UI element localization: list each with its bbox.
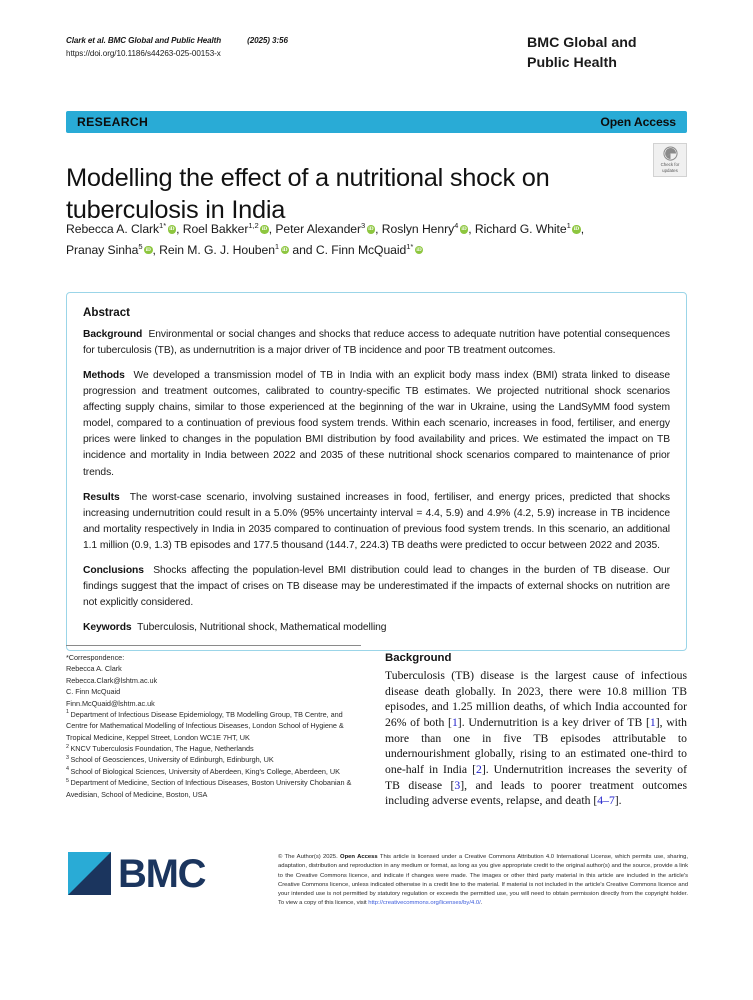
affiliation-item: 1 Department of Infectious Disease Epidem… — [66, 709, 363, 743]
running-head-authors: Clark et al. BMC Global and Public Healt… — [66, 36, 222, 45]
running-head-volume: (2025) 3:56 — [247, 36, 288, 45]
correspondence-line: Rebecca A. Clark — [66, 664, 122, 674]
affiliation-text: School of Geosciences, University of Edi… — [70, 755, 274, 765]
affiliation-number: 4 — [66, 766, 69, 773]
abstract-section-text: The worst-case scenario, involving susta… — [83, 491, 670, 551]
research-banner: RESEARCH Open Access — [66, 111, 687, 133]
affiliation-text: Department of Medicine, Section of Infec… — [66, 778, 352, 799]
abstract-section-text: Shocks affecting the population-level BM… — [83, 564, 671, 608]
doi-link[interactable]: https://doi.org/10.1186/s44263-025-00153… — [66, 49, 221, 58]
page-title: Modelling the effect of a nutritional sh… — [66, 164, 550, 225]
background-body: Tuberculosis (TB) disease is the largest… — [385, 669, 688, 808]
journal-title-line1: BMC Global and — [527, 35, 637, 51]
crossmark-label-line1: Check for — [660, 162, 680, 167]
journal-title: BMC Global and Public Health — [527, 33, 687, 73]
affiliation-text: KNCV Tuberculosis Foundation, The Hague,… — [70, 744, 254, 753]
bmc-logo-mark — [68, 852, 111, 895]
correspondence-line: C. Finn McQuaid — [66, 687, 121, 697]
abstract-section-label: Keywords — [83, 622, 132, 633]
abstract-section-label: Background — [83, 329, 143, 340]
bmc-logo-text: BMC — [118, 851, 207, 896]
abstract-sections: Background Environmental or social change… — [83, 327, 670, 636]
abstract-section: Methods We developed a transmission model… — [83, 368, 670, 480]
correspondence-block: *Correspondence: Rebecca A. Clark Rebecca… — [66, 652, 363, 800]
abstract-box: Abstract Background Environmental or soci… — [66, 292, 687, 652]
affiliation-item: 5 Department of Medicine, Section of Infe… — [66, 777, 363, 800]
abstract-heading: Abstract — [83, 306, 131, 319]
author-line-1: Rebecca A. Clark1*, Roel Bakker1,2, Pete… — [66, 219, 691, 240]
abstract-section-label: Methods — [83, 370, 125, 382]
abstract-section-text: Tuberculosis, Nutritional shock, Mathema… — [137, 622, 387, 633]
check-for-updates-badge[interactable]: Check for updates — [653, 143, 687, 177]
journal-title-line2: Public Health — [527, 55, 617, 72]
author-list: Rebecca A. Clark1*, Roel Bakker1,2, Pete… — [66, 219, 691, 261]
running-head-citation: Clark et al. BMC Global and Public Healt… — [66, 36, 466, 45]
open-access-label: Open Access — [600, 115, 676, 129]
article-type-label: RESEARCH — [77, 115, 149, 129]
abstract-section-text: Environmental or social changes and shoc… — [83, 329, 670, 357]
abstract-section: Background Environmental or social change… — [83, 327, 670, 359]
correspondence-heading: *Correspondence: — [66, 653, 125, 662]
abstract-section: Results The worst-case scenario, involvin… — [83, 490, 670, 554]
bmc-logo: BMC — [68, 851, 207, 896]
affiliation-item: 3 School of Geosciences, University of Ed… — [66, 754, 363, 765]
correspondence-line: Rebecca.Clark@lshtm.ac.uk — [66, 675, 158, 685]
abstract-section-label: Conclusions — [83, 564, 144, 576]
background-section: Background Tuberculosis (TB) disease is … — [385, 652, 687, 809]
affiliation-number: 3 — [66, 754, 69, 761]
background-heading: Background — [385, 652, 452, 664]
affiliation-text: Department of Infectious Disease Epidemi… — [66, 709, 344, 742]
column-divider — [66, 645, 361, 646]
author-line-2: Pranay Sinha5, Rein M. G. J. Houben1 and… — [66, 240, 691, 261]
crossmark-label: Check for updates — [661, 162, 680, 173]
crossmark-label-line2: updates — [662, 167, 678, 173]
correspondence-line: Finn.McQuaid@lshtm.ac.uk — [66, 698, 155, 708]
running-head: Clark et al. BMC Global and Public Healt… — [66, 36, 466, 58]
affiliation-item: 4 School of Biological Sciences, Universi… — [66, 766, 363, 777]
abstract-section-label: Results — [83, 491, 120, 503]
affiliation-list: 1 Department of Infectious Disease Epidem… — [66, 709, 363, 800]
abstract-section-text: We developed a transmission model of TB … — [83, 370, 670, 478]
crossmark-icon — [662, 146, 678, 161]
affiliation-number: 1 — [66, 709, 69, 716]
abstract-section: Keywords Tuberculosis, Nutritional shock,… — [83, 620, 670, 636]
correspondence-lines: Rebecca A. Clark Rebecca.Clark@lshtm.ac.u… — [66, 663, 363, 709]
license-text: © The Author(s) 2025. Open Access This a… — [278, 854, 689, 907]
affiliation-item: 2 KNCV Tuberculosis Foundation, The Hague… — [66, 743, 363, 754]
affiliation-text: School of Biological Sciences, Universit… — [70, 766, 340, 776]
affiliation-number: 2 — [66, 743, 69, 750]
affiliation-number: 5 — [66, 777, 69, 784]
abstract-section: Conclusions Shocks affecting the populati… — [83, 563, 670, 611]
